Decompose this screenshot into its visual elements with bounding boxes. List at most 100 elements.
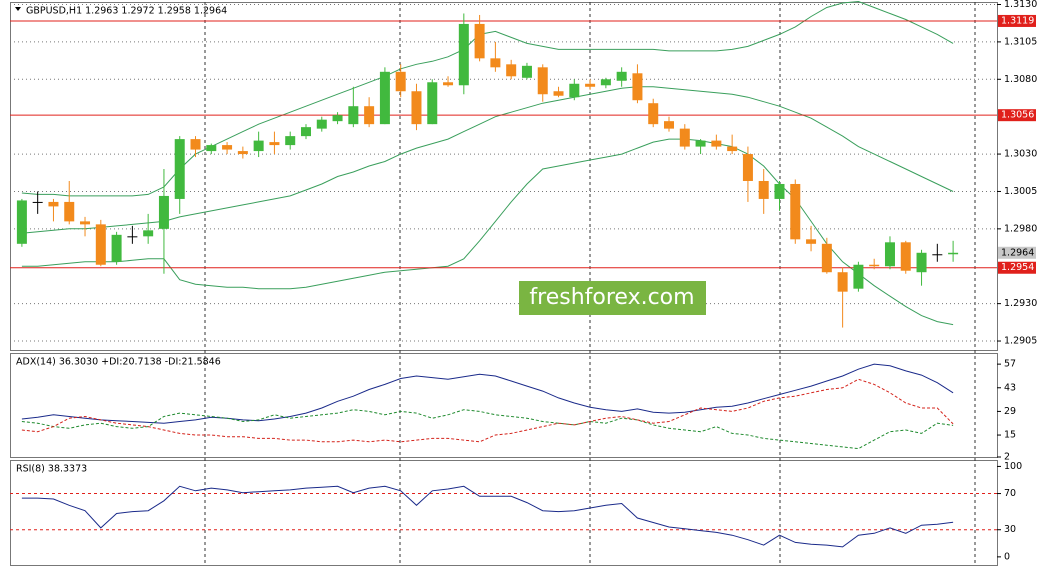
candle-body	[206, 145, 217, 152]
candle-body	[48, 201, 59, 207]
candle-body	[269, 142, 280, 146]
y-tick-label: 2	[1004, 452, 1010, 463]
indicator-line	[21, 409, 954, 450]
candle-body	[932, 254, 943, 256]
candle-body	[711, 140, 722, 147]
candle-body	[884, 242, 895, 267]
candle-body	[506, 64, 517, 77]
candle-body	[537, 67, 548, 95]
y-tick-label: 0	[1004, 551, 1010, 562]
session-separators	[204, 2, 976, 565]
candle-body	[395, 71, 406, 92]
candle-body	[837, 272, 848, 292]
level-label: 1.2954	[1001, 262, 1034, 273]
candle-body	[427, 82, 438, 125]
y-tick-label: 30	[1004, 524, 1016, 535]
candle-body	[585, 83, 596, 87]
indicator-line	[21, 485, 954, 548]
y-tick-label: 1.3105	[1004, 36, 1037, 47]
candle-body	[253, 140, 264, 152]
candle-body	[632, 73, 643, 101]
level-label-box	[998, 261, 1036, 274]
candle-body	[806, 239, 817, 244]
candle-body	[443, 82, 454, 86]
candle-body	[727, 146, 738, 152]
candle-body	[474, 23, 485, 59]
candle-body	[616, 71, 627, 81]
candle-body	[237, 151, 248, 155]
indicator-line	[21, 378, 954, 443]
rsi-panel	[10, 460, 998, 566]
menu-arrow	[15, 7, 21, 11]
y-tick-label: 29	[1004, 406, 1016, 417]
y-tick-label: 1.2980	[1004, 223, 1037, 234]
candle-body	[174, 139, 185, 199]
candle-body	[364, 106, 375, 125]
candle-body	[32, 201, 43, 203]
level-label-box	[998, 109, 1036, 122]
panel-title: RSI(8) 38.3373	[16, 464, 87, 475]
candle-body	[853, 264, 864, 289]
y-tick-label: 70	[1004, 488, 1016, 499]
y-tick-label: 15	[1004, 430, 1016, 441]
y-tick-label: 1.3005	[1004, 186, 1037, 197]
candle-body	[774, 183, 785, 199]
candle-body	[80, 221, 91, 225]
candle-body	[521, 65, 532, 78]
candle-body	[758, 180, 769, 199]
candle-body	[900, 242, 911, 271]
last-price-label: 1.2964	[1001, 247, 1034, 258]
candle-body	[569, 83, 580, 98]
candle-body	[869, 264, 880, 267]
panel-title: ADX(14) 36.3030 +DI:20.7138 -DI:21.5846	[16, 357, 221, 368]
candle-body	[316, 119, 327, 129]
candle-body	[190, 139, 201, 150]
candle-body	[648, 103, 659, 125]
y-tick-label: 1.2930	[1004, 298, 1037, 309]
candle-body	[348, 106, 359, 125]
y-tick-label: 1.3080	[1004, 74, 1037, 85]
band-line	[21, 86, 954, 234]
level-label: 1.3119	[1001, 15, 1034, 26]
watermark: freshforex.com	[529, 285, 694, 310]
candle-body	[300, 127, 311, 137]
candle-body	[411, 91, 422, 125]
candle-body	[158, 195, 169, 229]
candle-body	[490, 58, 501, 68]
candle-body	[916, 252, 927, 273]
candle-body	[16, 200, 27, 244]
candle-body	[790, 183, 801, 240]
indicator-line	[21, 363, 954, 424]
last-price-box	[998, 246, 1036, 259]
candle-body	[821, 243, 832, 273]
candle-body	[285, 136, 296, 146]
adx-panel	[10, 353, 998, 458]
candle-body	[64, 201, 75, 222]
candle-body	[553, 91, 564, 96]
level-label: 1.3056	[1001, 110, 1034, 121]
y-tick-label: 1.2905	[1004, 336, 1037, 347]
candle-body	[222, 145, 233, 150]
candle-body	[332, 115, 343, 122]
y-tick-label: 1.3030	[1004, 149, 1037, 160]
panel-title: GBPUSD,H1 1.2963 1.2972 1.2958 1.2964	[26, 6, 227, 17]
y-tick-label: 1.3130	[1004, 0, 1037, 10]
main-panel	[10, 2, 998, 351]
candle-body	[127, 236, 138, 238]
candle-body	[664, 121, 675, 129]
candle-body	[458, 23, 469, 86]
level-label-box	[998, 14, 1036, 27]
y-tick-label: 100	[1004, 461, 1022, 472]
candle-body	[143, 230, 154, 237]
y-tick-label: 57	[1004, 359, 1016, 370]
candle-body	[379, 71, 390, 125]
candle-body	[95, 224, 106, 265]
candle-body	[948, 252, 959, 255]
watermark-box	[519, 281, 706, 315]
candle-body	[111, 234, 122, 262]
candle-body	[742, 154, 753, 181]
candle-body	[679, 128, 690, 147]
candle-body	[600, 79, 611, 86]
y-tick-label: 43	[1004, 382, 1016, 393]
